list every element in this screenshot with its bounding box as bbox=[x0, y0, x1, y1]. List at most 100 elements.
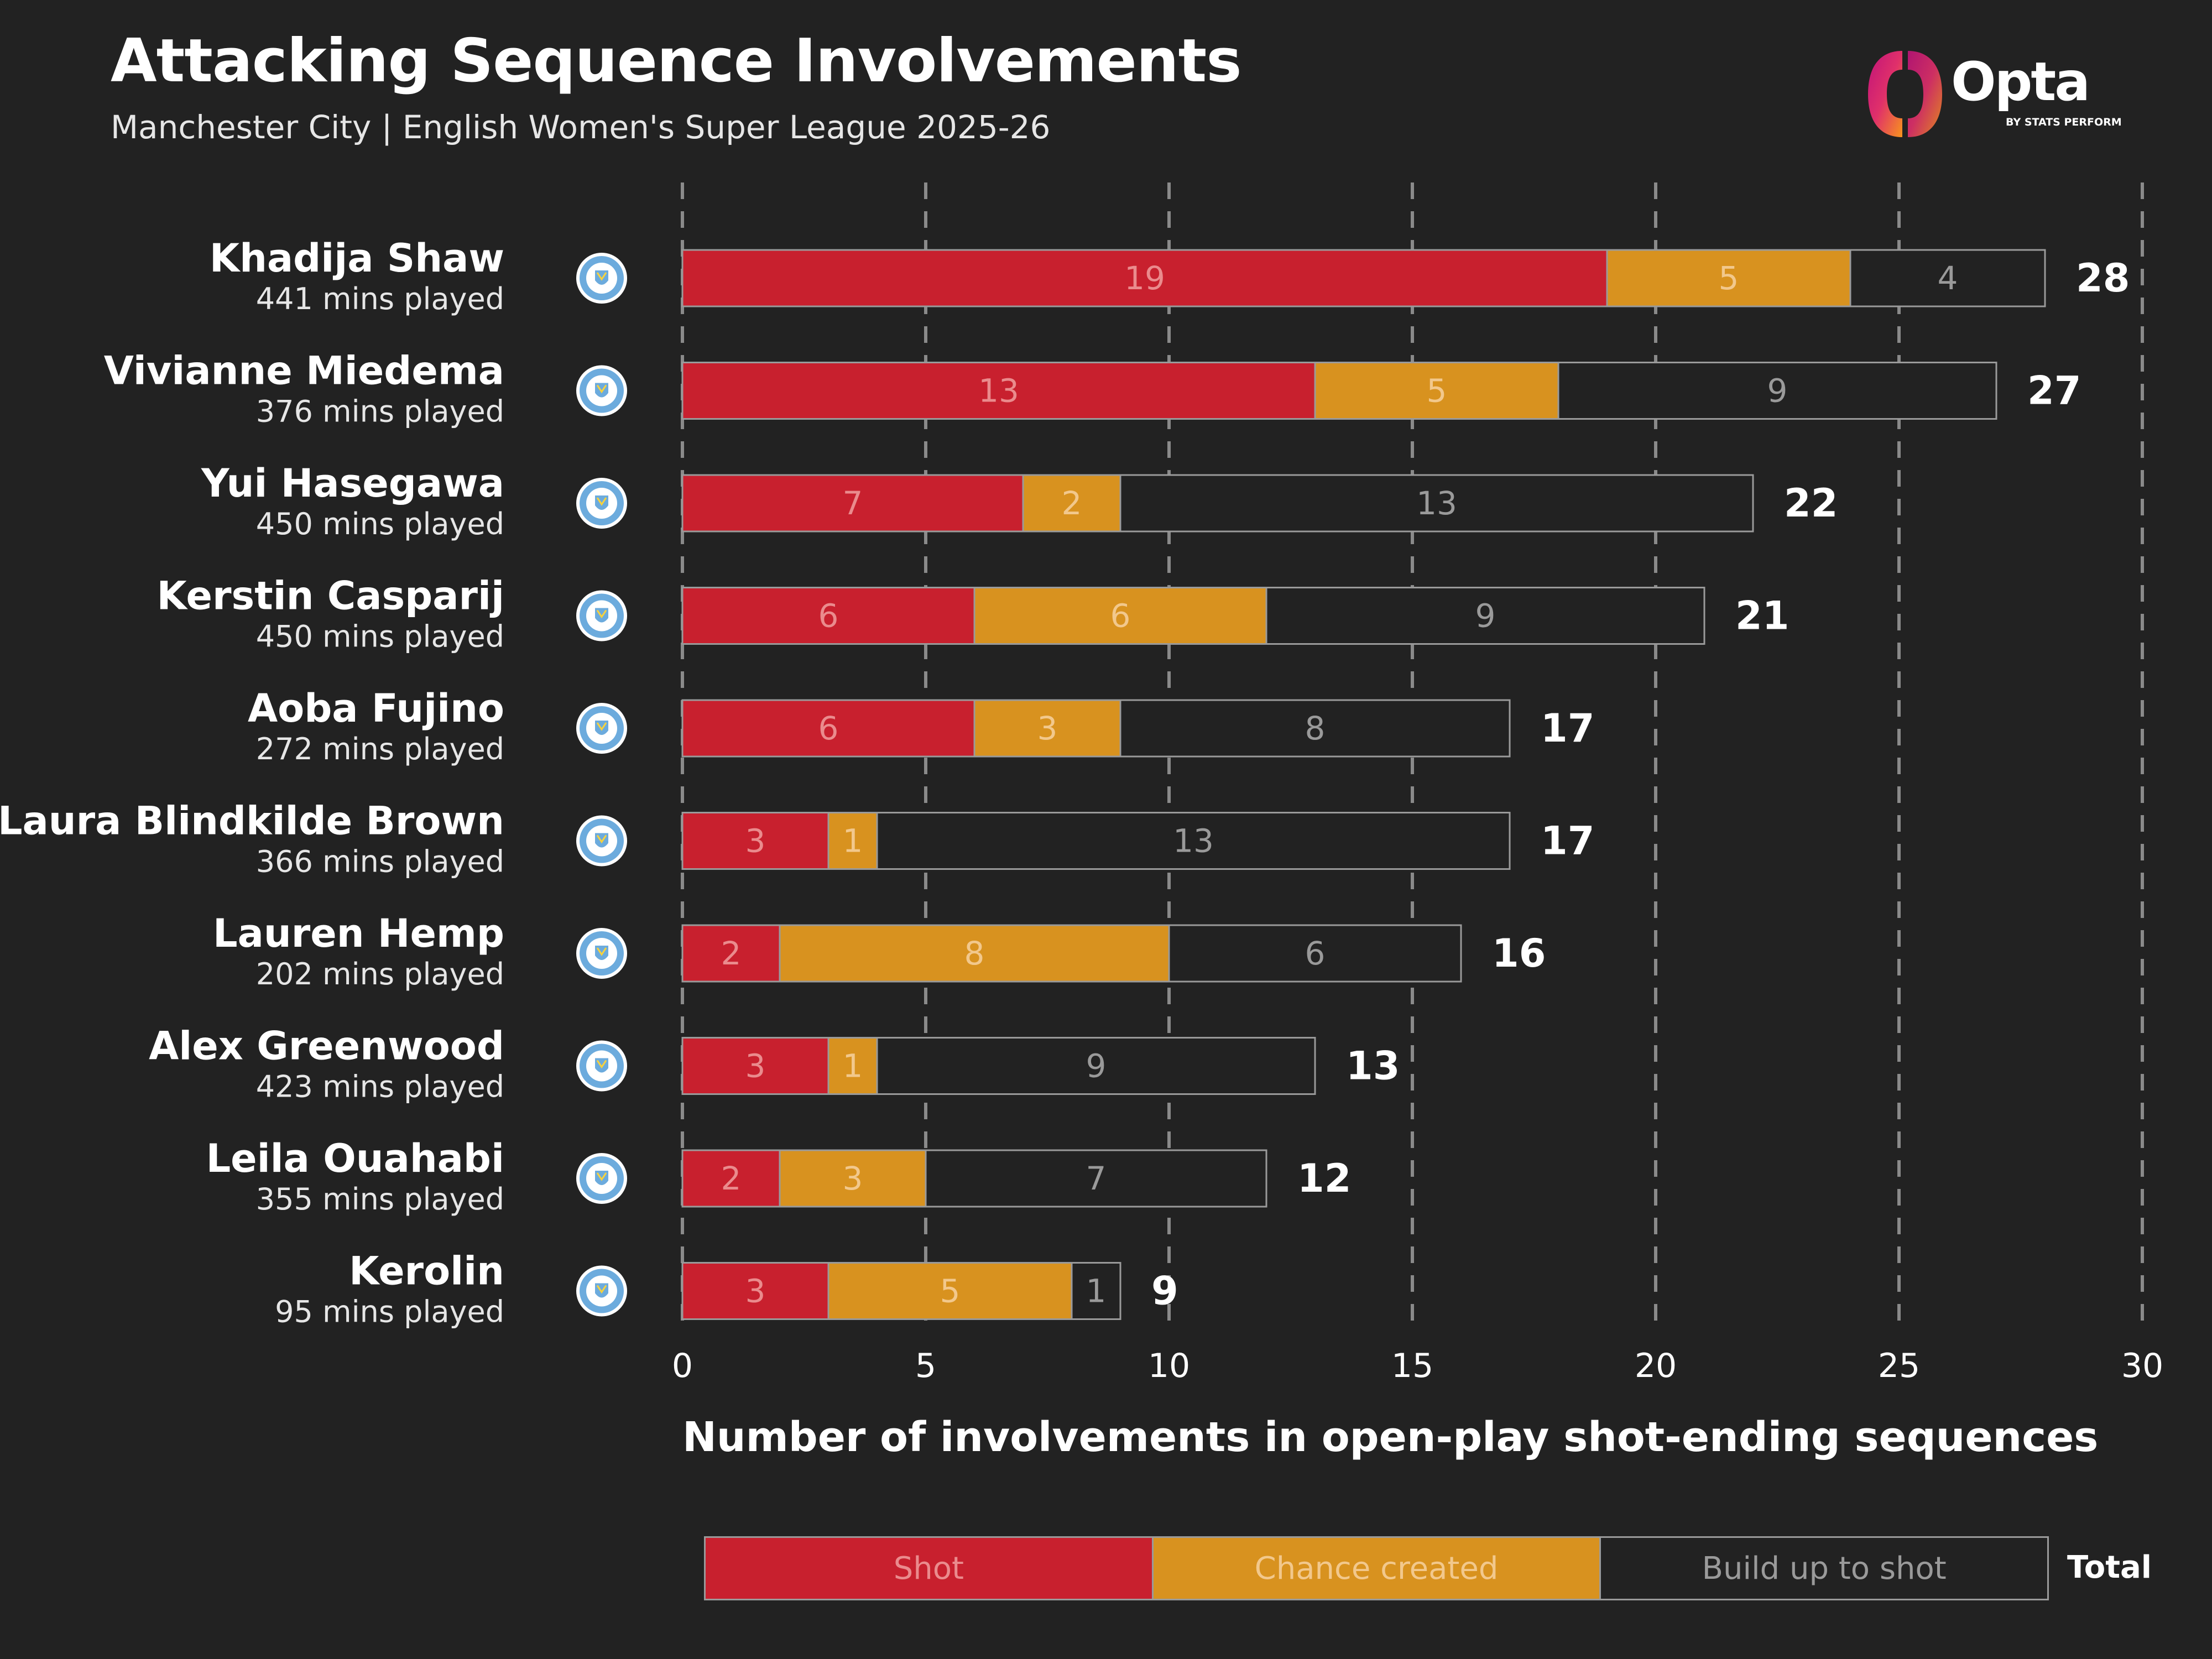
value-label-shot: 19 bbox=[1124, 259, 1165, 297]
bar-segment-chance-created bbox=[827, 1037, 878, 1095]
bar-segment-shot bbox=[681, 1262, 830, 1320]
value-label-chance-created: 5 bbox=[1427, 372, 1447, 410]
value-label-shot: 3 bbox=[745, 1047, 766, 1085]
bar-segment-shot bbox=[681, 587, 975, 645]
total-label: 17 bbox=[1541, 818, 1594, 864]
crest-ship bbox=[596, 834, 607, 844]
total-label: 27 bbox=[2027, 368, 2081, 414]
value-label-build-up: 9 bbox=[1475, 597, 1496, 635]
legend: Shot Chance created Build up to shot bbox=[704, 1536, 2049, 1600]
value-label-chance-created: 1 bbox=[843, 822, 863, 860]
total-label: 22 bbox=[1784, 481, 1838, 526]
value-label-build-up: 13 bbox=[1173, 822, 1214, 860]
x-tick-label: 25 bbox=[1878, 1347, 1920, 1385]
crest-ship bbox=[596, 1285, 607, 1294]
player-name: Kerstin Casparij bbox=[157, 573, 504, 619]
total-label: 16 bbox=[1492, 931, 1546, 976]
bar-segment-build-up bbox=[925, 1149, 1267, 1208]
minutes-played: 376 mins played bbox=[256, 394, 504, 429]
value-label-shot: 2 bbox=[721, 935, 742, 972]
value-label-build-up: 9 bbox=[1086, 1047, 1107, 1085]
crest-ship bbox=[596, 497, 607, 506]
x-tick-label: 0 bbox=[672, 1347, 693, 1385]
x-tick-label: 30 bbox=[2121, 1347, 2163, 1385]
player-name: Kerolin bbox=[349, 1249, 504, 1294]
bar-segment-chance-created bbox=[1314, 362, 1559, 420]
x-tick-label: 20 bbox=[1635, 1347, 1677, 1385]
bar-segment-shot bbox=[681, 699, 975, 758]
chart-subtitle: Manchester City | English Women's Super … bbox=[111, 108, 1051, 146]
legend-shot: Shot bbox=[706, 1538, 1152, 1599]
bar-segment-build-up bbox=[1849, 249, 2046, 307]
bar-segment-build-up bbox=[1071, 1262, 1121, 1320]
value-label-shot: 6 bbox=[818, 597, 839, 635]
crest-ship bbox=[596, 722, 607, 731]
crest-ship bbox=[596, 272, 607, 281]
bar-segment-chance-created bbox=[973, 699, 1121, 758]
x-axis-label: Number of involvements in open-play shot… bbox=[682, 1413, 2099, 1461]
crest-ship bbox=[596, 1060, 607, 1069]
total-label: 17 bbox=[1541, 706, 1594, 751]
bar-segment-build-up bbox=[876, 1037, 1316, 1095]
crest-ship bbox=[596, 609, 607, 619]
value-label-shot: 7 bbox=[843, 484, 863, 522]
bar-segment-shot bbox=[681, 1149, 781, 1208]
opta-wordmark: Opta bbox=[1951, 51, 2090, 113]
minutes-played: 202 mins played bbox=[256, 957, 504, 992]
minutes-played: 355 mins played bbox=[256, 1182, 504, 1217]
value-label-build-up: 6 bbox=[1305, 935, 1326, 972]
value-label-build-up: 4 bbox=[1938, 259, 1958, 297]
bar-segment-build-up bbox=[1168, 924, 1462, 983]
bar-segment-chance-created bbox=[779, 924, 1170, 983]
value-label-chance-created: 6 bbox=[1110, 597, 1131, 635]
bar-segment-shot bbox=[681, 249, 1608, 307]
total-label: 28 bbox=[2076, 255, 2130, 301]
value-label-chance-created: 3 bbox=[1037, 709, 1058, 747]
x-tick-label: 5 bbox=[915, 1347, 936, 1385]
player-name: Vivianne Miedema bbox=[104, 348, 504, 394]
bar-segment-chance-created bbox=[827, 1262, 1073, 1320]
player-name: Laura Blindkilde Brown bbox=[0, 799, 504, 844]
value-label-build-up: 13 bbox=[1416, 484, 1457, 522]
minutes-played: 366 mins played bbox=[256, 844, 504, 879]
bar-segment-chance-created bbox=[1022, 474, 1121, 533]
legend-chance-created: Chance created bbox=[1151, 1538, 1600, 1599]
value-label-chance-created: 8 bbox=[964, 935, 985, 972]
player-name: Leila Ouahabi bbox=[206, 1136, 504, 1181]
total-label: 9 bbox=[1151, 1269, 1178, 1314]
value-label-shot: 3 bbox=[745, 822, 766, 860]
minutes-played: 450 mins played bbox=[256, 619, 504, 654]
value-label-build-up: 7 bbox=[1086, 1160, 1107, 1197]
minutes-played: 95 mins played bbox=[275, 1295, 504, 1329]
value-label-build-up: 9 bbox=[1767, 372, 1788, 410]
x-tick-label: 10 bbox=[1148, 1347, 1190, 1385]
value-label-chance-created: 2 bbox=[1062, 484, 1082, 522]
player-name: Aoba Fujino bbox=[248, 686, 504, 731]
bar-segment-build-up bbox=[1119, 474, 1754, 533]
value-label-chance-created: 5 bbox=[940, 1272, 961, 1310]
chart-title: Attacking Sequence Involvements bbox=[111, 27, 1242, 96]
player-name: Khadija Shaw bbox=[210, 236, 504, 281]
opta-tagline: BY STATS PERFORM bbox=[2006, 116, 2122, 128]
total-label: 12 bbox=[1297, 1156, 1351, 1201]
opta-mark-icon bbox=[1868, 51, 1942, 137]
player-name: Lauren Hemp bbox=[213, 911, 504, 956]
player-name: Alex Greenwood bbox=[149, 1024, 504, 1069]
crest-ship bbox=[596, 947, 607, 956]
bar-segment-build-up bbox=[1119, 699, 1511, 758]
total-label: 21 bbox=[1735, 593, 1789, 639]
value-label-chance-created: 1 bbox=[843, 1047, 863, 1085]
bar-segment-build-up bbox=[1265, 587, 1705, 645]
bar-segment-build-up bbox=[876, 812, 1511, 870]
bar-segment-build-up bbox=[1557, 362, 1997, 420]
crest-ship bbox=[596, 1172, 607, 1181]
bar-segment-chance-created bbox=[973, 587, 1267, 645]
legend-total: Total bbox=[2067, 1550, 2152, 1585]
value-label-chance-created: 3 bbox=[843, 1160, 863, 1197]
opta-logo: Opta BY STATS PERFORM bbox=[1864, 48, 2122, 142]
value-label-shot: 6 bbox=[818, 709, 839, 747]
minutes-played: 450 mins played bbox=[256, 507, 504, 541]
value-label-chance-created: 5 bbox=[1719, 259, 1739, 297]
crest-ship bbox=[596, 384, 607, 394]
